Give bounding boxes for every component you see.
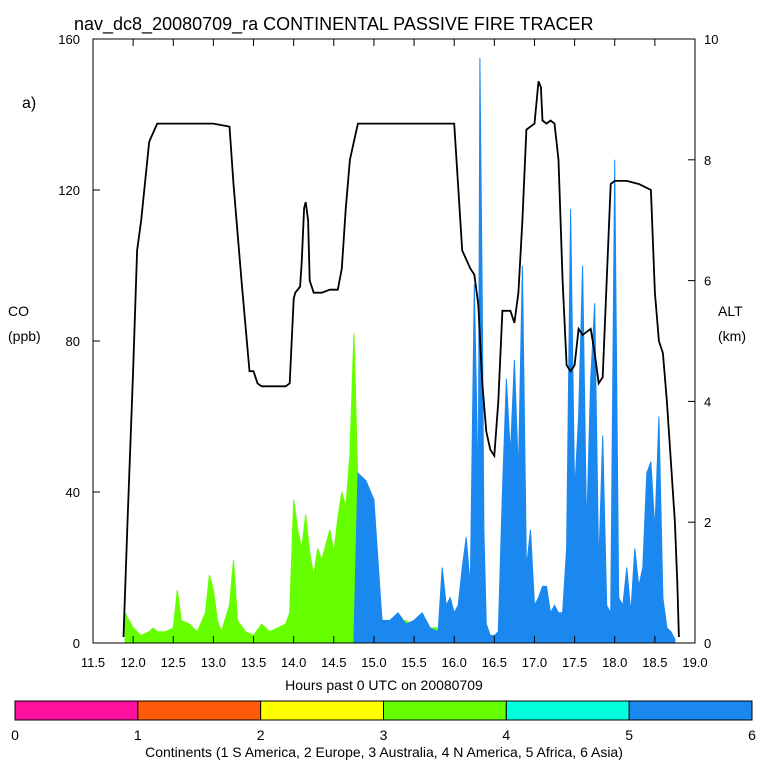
x-tick-label: 13.0 xyxy=(201,655,226,670)
y-left-tick-label: 0 xyxy=(73,636,80,651)
panel-label: a) xyxy=(22,95,36,112)
colorbar-tick-label: 5 xyxy=(625,727,633,743)
x-tick-label: 13.5 xyxy=(241,655,266,670)
x-tick-label: 16.0 xyxy=(442,655,467,670)
y-left-tick-label: 40 xyxy=(66,485,80,500)
axes: 11.5 12.0 12.5 13.0 13.5 14.0 14.5 15.0 15.5 16.0… xyxy=(58,32,718,670)
colorbar-tick-label: 2 xyxy=(257,727,265,743)
plot-series xyxy=(124,57,676,644)
altitude-line-layer xyxy=(122,80,680,638)
colorbar-segment-1 xyxy=(14,700,139,721)
x-tick-label: 17.5 xyxy=(562,655,587,670)
colorbar-segment-5 xyxy=(505,700,630,721)
y-right-tick-label: 6 xyxy=(704,274,711,289)
colorbar-tick-label: 0 xyxy=(11,727,19,743)
colorbar-tick-label: 3 xyxy=(380,727,388,743)
x-tick-label: 15.0 xyxy=(361,655,386,670)
y-right-label-line1: ALT xyxy=(718,303,743,319)
x-tick-label: 18.0 xyxy=(602,655,627,670)
y-right-tick-label: 0 xyxy=(704,636,711,651)
co-area-series-2 xyxy=(125,57,676,644)
x-tick-label: 18.5 xyxy=(642,655,667,670)
x-axis-label: Hours past 0 UTC on 20080709 xyxy=(285,677,483,693)
y-right-label-line2: (km) xyxy=(718,328,746,344)
y-left-tick-label: 80 xyxy=(66,334,80,349)
x-tick-label: 14.0 xyxy=(281,655,306,670)
colorbar-segment-4 xyxy=(383,700,507,721)
y-right-tick-label: 10 xyxy=(704,32,718,47)
x-tick-label: 16.5 xyxy=(482,655,507,670)
colorbar-tick-label: 1 xyxy=(134,727,142,743)
x-tick-label: 12.5 xyxy=(161,655,186,670)
y-left-label-line1: CO xyxy=(8,303,29,319)
y-right-tick-label: 2 xyxy=(704,515,711,530)
colorbar-tick-label: 6 xyxy=(748,727,756,743)
x-tick-label: 17.0 xyxy=(522,655,547,670)
colorbar-segment-6 xyxy=(628,700,753,721)
colorbar-segment-3 xyxy=(260,700,384,721)
colorbar: 0 1 2 3 4 5 6 xyxy=(11,700,756,743)
colorbar-segment-2 xyxy=(137,700,262,721)
y-left-tick-label: 160 xyxy=(58,32,80,47)
x-tick-label: 15.5 xyxy=(401,655,426,670)
y-right-tick-label: 8 xyxy=(704,153,711,168)
x-tick-label: 14.5 xyxy=(321,655,346,670)
x-tick-label: 11.5 xyxy=(81,655,105,670)
altitude-line xyxy=(122,80,680,638)
y-left-label-line2: (ppb) xyxy=(8,328,41,344)
y-left-tick-label: 120 xyxy=(58,183,80,198)
colorbar-label: Continents (1 S America, 2 Europe, 3 Aus… xyxy=(145,744,623,760)
x-tick-label: 12.0 xyxy=(120,655,145,670)
y-right-tick-label: 4 xyxy=(704,394,711,409)
chart-title: nav_dc8_20080709_ra CONTINENTAL PASSIVE … xyxy=(74,14,594,35)
x-tick-label: 19.0 xyxy=(682,655,707,670)
colorbar-tick-label: 4 xyxy=(502,727,510,743)
